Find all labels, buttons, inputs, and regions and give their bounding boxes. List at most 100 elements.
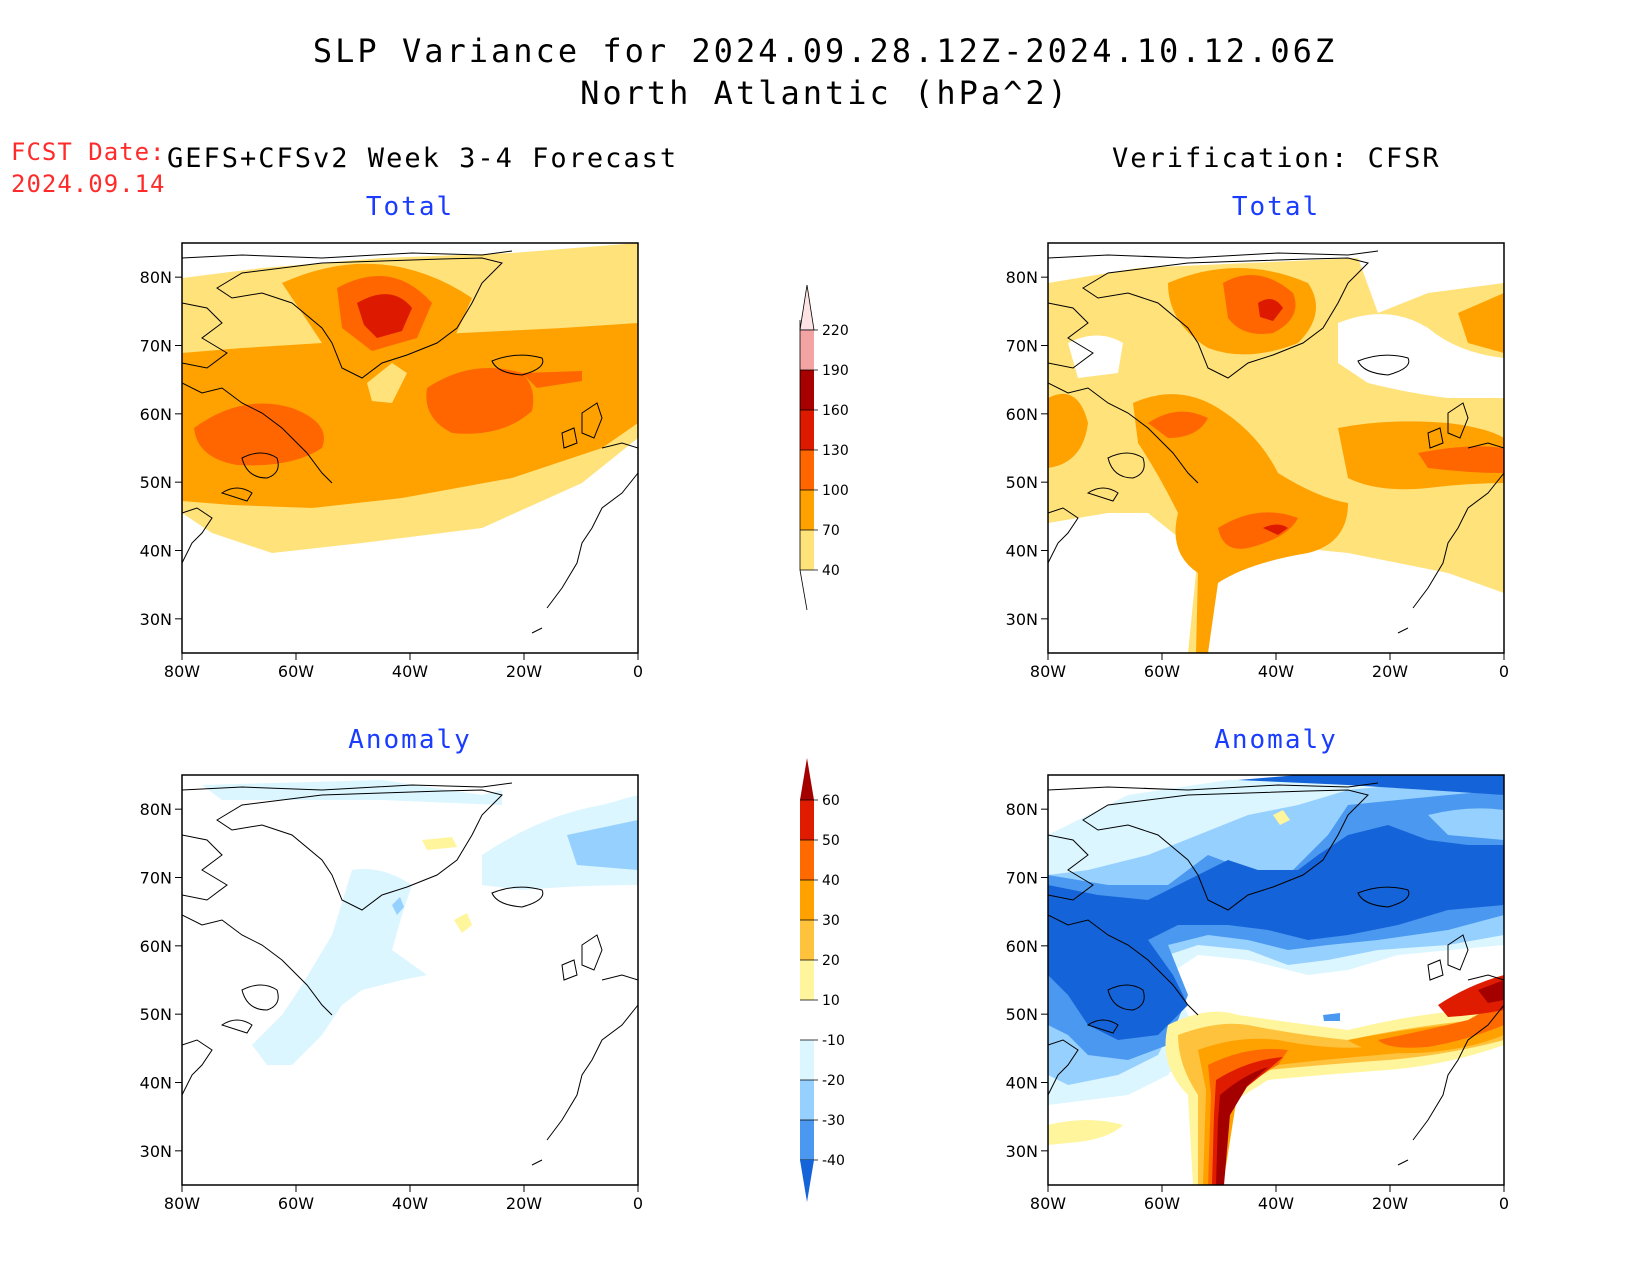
verif-anomaly-lon-label: 20W	[1372, 1194, 1408, 1213]
total-colorbar-label: 70	[822, 523, 840, 539]
verif-anomaly-lon-label: 40W	[1258, 1194, 1294, 1213]
fcst-anomaly-map	[182, 780, 638, 1166]
coastlines	[182, 250, 638, 634]
forecast-header: GEFS+CFSv2 Week 3-4 Forecast	[167, 143, 679, 174]
fcst-total-lat-label: 30N	[140, 610, 172, 629]
anomaly-colorbar-swatch	[800, 800, 814, 840]
fcst-total-lon-label: 40W	[392, 662, 428, 681]
verif-anomaly-lat-label: 30N	[1006, 1142, 1038, 1161]
verif-total-lon-label: 80W	[1030, 662, 1066, 681]
white-north-gap	[1338, 314, 1504, 398]
fcst-total-map	[182, 243, 638, 634]
fcst-anomaly-lat-label: 70N	[140, 869, 172, 888]
verif-total-lat-label: 40N	[1006, 542, 1038, 561]
verif-anomaly-frame	[1047, 774, 1505, 1186]
anomaly-colorbar-swatch	[800, 920, 814, 960]
verif-total-lon-label: 40W	[1258, 662, 1294, 681]
anomaly-colorbar-top-arrow	[800, 758, 814, 800]
fcst-total-lat-label: 60N	[140, 405, 172, 424]
fcst-anomaly-lat-label: 40N	[140, 1074, 172, 1093]
fcst-total-lat-label: 50N	[140, 473, 172, 492]
verification-header: Verification: CFSR	[1112, 143, 1441, 174]
anomaly-colorbar-bottom-arrow	[800, 1160, 814, 1202]
anomaly-colorbar-label: 20	[822, 953, 840, 969]
contour-50-60-east	[1438, 975, 1504, 1017]
total-colorbar-swatch	[800, 530, 814, 570]
contour-neg10-neg20-west	[252, 869, 427, 1065]
verif-anomaly-lat-label: 60N	[1006, 937, 1038, 956]
contour-100-130-south	[1218, 512, 1298, 549]
total-colorbar-swatch	[800, 410, 814, 450]
fcst-anomaly-lat-label: 30N	[140, 1142, 172, 1161]
fcst-total-lon-label: 60W	[278, 662, 314, 681]
anomaly-colorbar-swatch	[800, 1080, 814, 1120]
contour-neg30-neg40-small	[1323, 1013, 1340, 1021]
verif-total-map	[1048, 250, 1504, 653]
anomaly-colorbar-swatch	[800, 960, 814, 1000]
contour-10-20	[422, 837, 457, 850]
fcst-date-value: 2024.09.14	[11, 170, 166, 198]
fcst-anomaly-lon-label: 80W	[164, 1194, 200, 1213]
contour-100-130-west	[1148, 411, 1208, 438]
fcst-date-label: FCST Date:	[11, 138, 166, 166]
contour-100-130-west	[194, 403, 324, 466]
total-colorbar-label: 100	[822, 483, 849, 499]
contour-60plus-east	[1478, 980, 1504, 1003]
verif-total-subtitle: Total	[1231, 192, 1321, 222]
anomaly-colorbar-label: 50	[822, 833, 840, 849]
contour-60plus	[1216, 1067, 1268, 1185]
fcst-total-lon-label: 0	[633, 662, 643, 681]
contour-neg20-neg30-east	[567, 820, 638, 870]
anomaly-colorbar-swatch	[800, 1040, 814, 1080]
contour-10-20-small	[454, 913, 472, 933]
coastlines	[182, 782, 638, 1166]
fcst-total-lat-label: 70N	[140, 337, 172, 356]
total-colorbar-swatch	[800, 490, 814, 530]
fcst-anomaly-frame	[181, 774, 639, 1186]
anomaly-colorbar-label: 30	[822, 913, 840, 929]
coastlines	[1048, 250, 1504, 634]
verif-total-lon-label: 0	[1499, 662, 1509, 681]
total-colorbar-bottom-line	[799, 569, 808, 611]
anomaly-colorbar-swatch	[800, 840, 814, 880]
fcst-anomaly-lon-label: 40W	[392, 1194, 428, 1213]
verif-anomaly-map	[1048, 775, 1504, 1185]
verif-anomaly-lat-label: 80N	[1006, 800, 1038, 819]
main-subtitle: North Atlantic (hPa^2)	[580, 74, 1070, 112]
total-colorbar-top-arrow	[799, 284, 815, 331]
contour-neg40-main	[1048, 825, 1504, 1040]
fcst-anomaly-lon-label: 60W	[278, 1194, 314, 1213]
anomaly-colorbar-swatch	[800, 1000, 814, 1040]
fcst-total-frame	[181, 242, 639, 654]
verif-total-lat-label: 50N	[1006, 473, 1038, 492]
contour-100-130-east-tongue	[522, 371, 582, 388]
total-colorbar-label: 220	[822, 323, 849, 339]
fcst-total-lon-label: 80W	[164, 662, 200, 681]
verif-total-lat-label: 80N	[1006, 268, 1038, 287]
anomaly-colorbar-label: -10	[822, 1033, 845, 1049]
fcst-anomaly-lat-label: 80N	[140, 800, 172, 819]
total-colorbar-label: 130	[822, 443, 849, 459]
verif-total-frame	[1047, 242, 1505, 654]
verif-anomaly-subtitle: Anomaly	[1214, 725, 1338, 755]
fcst-total-subtitle: Total	[365, 192, 455, 222]
fcst-total-lon-label: 20W	[506, 662, 542, 681]
total-colorbar-label: 190	[822, 363, 849, 379]
fcst-anomaly-subtitle: Anomaly	[348, 725, 472, 755]
fcst-total-lat-label: 40N	[140, 542, 172, 561]
contour-100-130-east	[1418, 446, 1504, 473]
total-colorbar-swatch	[800, 450, 814, 490]
verif-anomaly-lat-label: 50N	[1006, 1005, 1038, 1024]
contour-10-20-north	[1273, 810, 1290, 825]
contour-neg10-neg20-north	[202, 780, 502, 805]
contour-100-130-central	[426, 368, 534, 434]
anomaly-colorbar-label: 40	[822, 873, 840, 889]
ice-gap	[367, 363, 407, 403]
verif-anomaly-lon-label: 0	[1499, 1194, 1509, 1213]
total-colorbar-label: 160	[822, 403, 849, 419]
verif-total-lat-label: 30N	[1006, 610, 1038, 629]
anomaly-colorbar-label: -20	[822, 1073, 845, 1089]
verif-total-lon-label: 60W	[1144, 662, 1180, 681]
fcst-anomaly-lat-label: 60N	[140, 937, 172, 956]
contour-70-100	[182, 323, 638, 508]
